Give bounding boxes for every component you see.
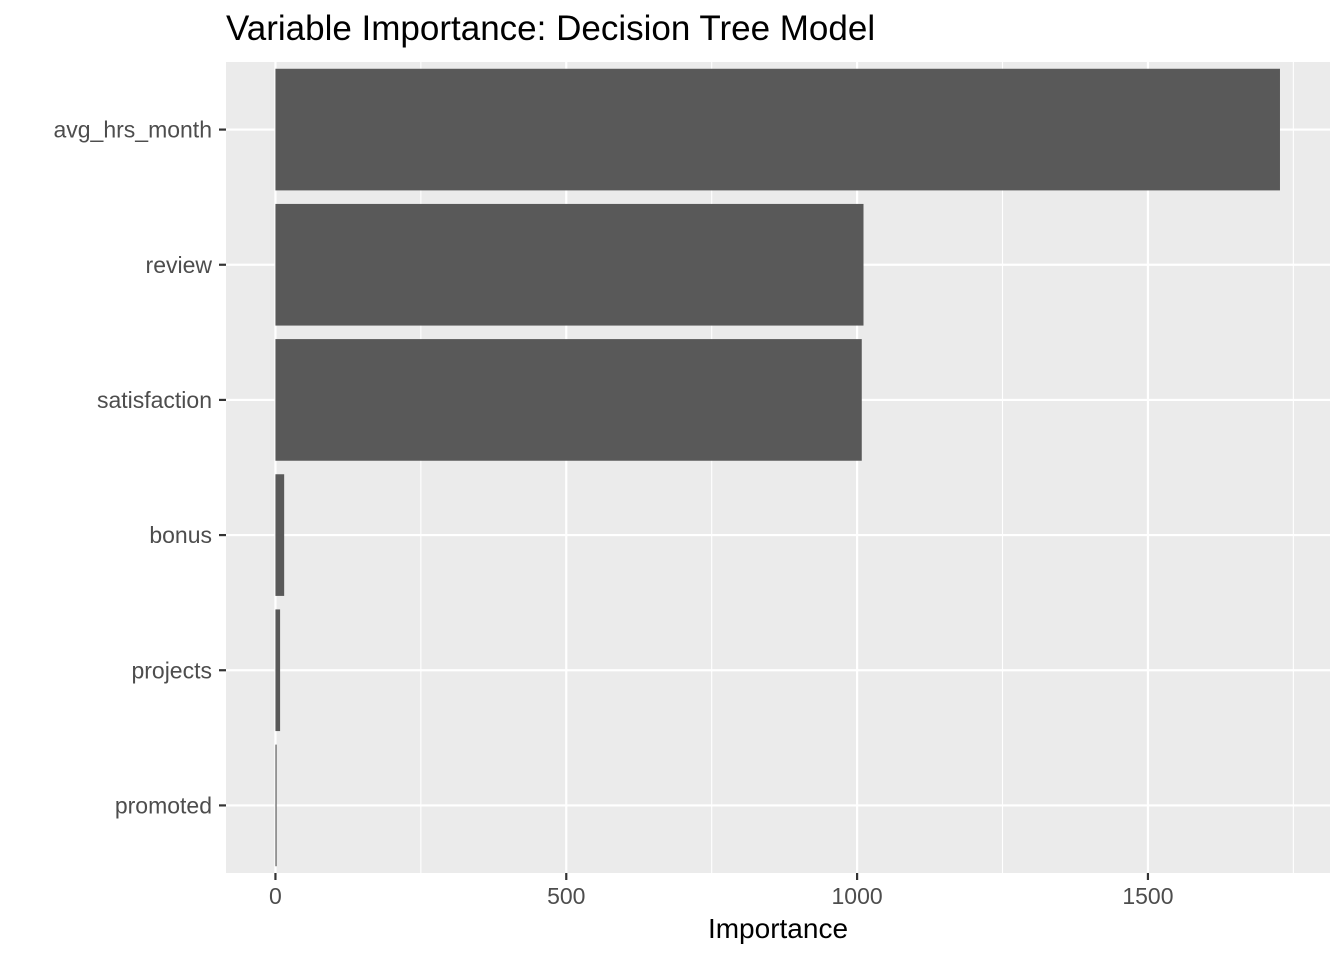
x-tick-label: 500 bbox=[547, 883, 585, 909]
bars bbox=[275, 68, 1280, 867]
bar-review bbox=[275, 203, 864, 326]
y-tick-label: avg_hrs_month bbox=[53, 117, 212, 143]
y-tick-label: review bbox=[146, 252, 213, 278]
y-tick-label: bonus bbox=[149, 522, 212, 548]
x-tick-label: 0 bbox=[269, 883, 282, 909]
y-tick-label: promoted bbox=[115, 792, 212, 818]
chart-title: Variable Importance: Decision Tree Model bbox=[226, 9, 875, 48]
bar-satisfaction bbox=[275, 339, 862, 461]
plot-panel bbox=[226, 62, 1330, 873]
x-tick-label: 1500 bbox=[1122, 883, 1173, 909]
y-tick-label: satisfaction bbox=[97, 387, 212, 413]
bar-bonus bbox=[275, 474, 285, 596]
x-axis-title: Importance bbox=[708, 913, 848, 944]
bar-projects bbox=[275, 609, 281, 732]
bar-avg-hrs-month bbox=[275, 68, 1280, 191]
minor-gridlines bbox=[420, 62, 1294, 873]
x-axis: 0 500 1000 1500 bbox=[269, 873, 1174, 909]
x-tick-label: 1000 bbox=[832, 883, 883, 909]
y-tick-label: projects bbox=[131, 657, 212, 683]
bar-promoted bbox=[275, 744, 277, 867]
